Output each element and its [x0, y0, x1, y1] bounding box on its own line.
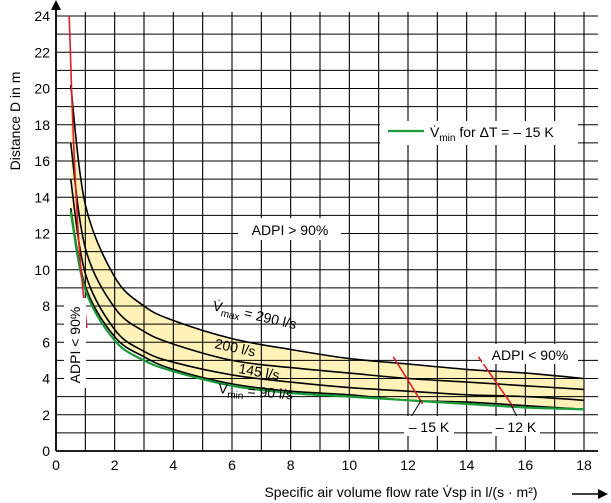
y-tick-label: 18: [34, 117, 50, 133]
minus15-label-bg: [404, 416, 454, 436]
series-line-4: [69, 211, 585, 411]
boundary-line-0: [68, 15, 88, 328]
y-tick-label: 24: [34, 8, 50, 24]
minus12-label-bg: [492, 416, 540, 436]
adpi-low-right-label: ADPI < 90%: [492, 347, 569, 363]
adpi-low-left-label-bg: [64, 298, 86, 388]
x-tick-label: 8: [287, 457, 295, 473]
y-tick-label: 12: [34, 226, 50, 242]
vmin-curve-label: V̇min = 90 l/s: [217, 380, 293, 407]
y-tick-label: 20: [34, 81, 50, 97]
x-tick-label: 10: [342, 457, 358, 473]
x-tick-label: 12: [400, 457, 416, 473]
axes: [51, 0, 608, 499]
adpi-low-right-label-bg: [482, 344, 578, 364]
y-tick-label: 0: [42, 443, 50, 459]
y-tick-label: 4: [42, 371, 50, 387]
series-line-1: [69, 142, 585, 391]
adpi-boundary-lines: [68, 15, 520, 423]
x-tick-label: 14: [459, 457, 475, 473]
legend-label: V̇min for ΔT = – 15 K: [430, 124, 554, 144]
adpi-high-label: ADPI > 90%: [252, 222, 329, 238]
legend-box: [380, 121, 578, 145]
y-tick-label: 22: [34, 44, 50, 60]
x-tick-label: 4: [169, 457, 177, 473]
adpi-region-band: [70, 84, 584, 410]
y-tick-label: 10: [34, 262, 50, 278]
x-tick-label: 0: [52, 457, 60, 473]
series-line-0: [69, 84, 585, 380]
y-tick-label: 16: [34, 153, 50, 169]
adpi-low-left-label: ADPI < 90%: [67, 307, 83, 384]
x-tick-label: 18: [576, 457, 592, 473]
vmax-curve-label: V̇max = 290 l/s: [210, 297, 298, 336]
adpi-region-shading: [70, 84, 584, 410]
y-tick-label: 2: [42, 407, 50, 423]
series-line-2: [69, 178, 585, 402]
series-lines: [69, 84, 585, 411]
v145-curve-label: 145 l/s: [237, 360, 280, 383]
x-tick-label: 16: [518, 457, 534, 473]
y-tick-label: 8: [42, 298, 50, 314]
x-axis-title: Specific air volume flow rate V̇sp in l/…: [264, 484, 537, 500]
y-axis-arrow: [51, 0, 61, 10]
series-line-3: [69, 207, 585, 411]
y-tick-label: 6: [42, 334, 50, 350]
minus15-label: – 15 K: [409, 419, 450, 435]
minus12-label: – 12 K: [496, 419, 537, 435]
y-tick-label: 14: [34, 189, 50, 205]
x-tick-label: 2: [111, 457, 119, 473]
x-title-arrow: [598, 489, 608, 499]
adpi-high-label-bg: [238, 218, 341, 240]
boundary-line-2: [477, 356, 515, 408]
x-tick-label: 6: [228, 457, 236, 473]
y-axis-title: Distance D in m: [7, 72, 23, 171]
